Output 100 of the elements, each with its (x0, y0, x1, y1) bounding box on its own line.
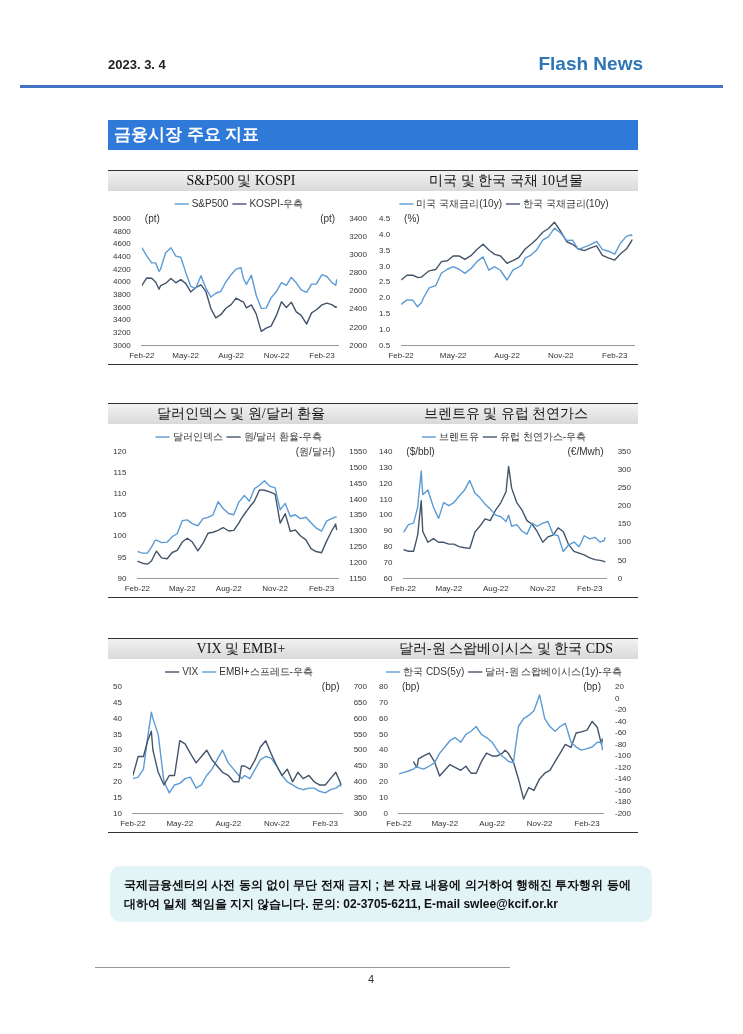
chart-title: 미국 및 한국 국채 10년물 (374, 171, 638, 191)
x-tick-label: Feb-22 (124, 584, 151, 594)
y-tick-label: 5000 (113, 214, 132, 224)
y2-tick-label: 3400 (349, 214, 368, 224)
x-tick-label: Nov-22 (547, 351, 575, 361)
x-tick-label: Feb-22 (388, 351, 415, 361)
x-tick-label: May-22 (439, 351, 468, 361)
y-tick-label: 0 (383, 808, 389, 818)
y2-tick-label: 150 (617, 519, 632, 529)
y2-tick-label: 1450 (349, 478, 368, 488)
y2-tick-label: -20 (614, 705, 628, 715)
y2-tick-label: 3200 (349, 232, 368, 242)
y-tick-label: 100 (112, 531, 127, 541)
y2-tick-label: 1500 (349, 463, 368, 472)
y-tick-label: 2.5 (379, 277, 391, 287)
y-tick-label: 110 (113, 489, 127, 499)
y-tick-label: 30 (378, 761, 389, 771)
y2-tick-label: -200 (614, 808, 632, 818)
y-tick-label: 3.0 (379, 261, 391, 271)
y2-tick-label: -180 (614, 797, 632, 807)
y-tick-label: 35 (112, 729, 123, 739)
x-tick-label: Nov-22 (262, 584, 289, 594)
y-tick-label: 2.0 (379, 293, 391, 303)
y-tick-label: 15 (112, 792, 123, 802)
y2-tick-label: -140 (614, 774, 632, 784)
x-tick-label: Nov-22 (263, 819, 291, 829)
chart-title: S&P500 및 KOSPI (108, 171, 374, 191)
x-tick-label: May-22 (172, 351, 200, 361)
y-tick-label: 10 (378, 792, 389, 802)
y-tick-label: 30 (112, 745, 123, 755)
y2-tick-label: 1550 (349, 447, 368, 457)
y-tick-label: 4000 (113, 277, 132, 287)
y-tick-label: 3600 (113, 302, 132, 312)
y-tick-label: 105 (112, 510, 127, 520)
y2-tick-label: 2800 (349, 268, 368, 278)
x-tick-label: Feb-23 (312, 819, 339, 829)
x-tick-label: Feb-23 (308, 584, 335, 594)
y2-axis-title: (bp) (583, 680, 601, 692)
y2-tick-label: 300 (617, 465, 632, 475)
legend-label: 달러인덱스 (172, 430, 223, 442)
y-tick-label: 3.5 (379, 245, 391, 255)
x-tick-label: Feb-22 (390, 584, 417, 594)
y-tick-label: 1.5 (379, 309, 391, 318)
y2-tick-label: 3000 (349, 250, 368, 260)
y2-tick-label: 50 (617, 555, 628, 565)
y2-tick-label: 0 (614, 693, 620, 703)
y-tick-label: 4600 (113, 239, 132, 249)
x-tick-label: May-22 (166, 819, 194, 829)
x-tick-label: Feb-23 (574, 819, 601, 829)
y2-tick-label: 350 (617, 447, 632, 457)
y2-tick-label: 2200 (349, 322, 368, 332)
y-tick-label: 100 (378, 510, 393, 520)
y-tick-label: 4200 (113, 264, 132, 274)
y-tick-label: 115 (113, 468, 127, 478)
y2-tick-label: 350 (353, 792, 368, 802)
chart-title: 달러-원 스왑베이시스 및 한국 CDS (374, 639, 638, 659)
y2-tick-label: 1150 (349, 573, 367, 583)
legend-label: EMBI+스프레드-우측 (219, 665, 313, 677)
x-tick-label: Nov-22 (263, 351, 290, 361)
y2-tick-label: 1200 (349, 557, 368, 567)
x-tick-label: Feb-22 (120, 819, 147, 829)
text: 국제금융센터의 사전 동의 없이 무단 전재 금지 ; 본 자료 내용에 의거하여 행해진 투자행위 등에 대하여 일체 책임을 지지 않습니다. 문의: 02-3705-6211, E-mail swlee@kcif.or.kr (110, 866, 652, 922)
y-tick-label: 4.5 (379, 214, 391, 224)
y-tick-label: 4800 (113, 226, 132, 236)
y2-tick-label: -100 (614, 751, 632, 761)
x-tick-label: Nov-22 (529, 584, 557, 594)
x-tick-label: Aug-22 (218, 351, 245, 361)
y-tick-label: 4400 (113, 252, 132, 262)
y2-tick-label: -80 (614, 739, 628, 749)
y-tick-label: 25 (112, 761, 123, 771)
y-tick-label: 140 (378, 447, 393, 457)
y-tick-label: 4.0 (379, 230, 391, 239)
legend-label: 유럽 천연가스-우측 (499, 430, 587, 442)
y-axis-title: (pt) (144, 212, 160, 224)
y-tick-label: 95 (117, 552, 127, 562)
legend-label: 한국 국채금리(10y) (523, 197, 609, 209)
legend-label: VIX (182, 665, 199, 677)
y2-tick-label: 0 (617, 573, 623, 583)
y-tick-label: 50 (378, 729, 389, 739)
y-tick-label: 0.5 (379, 340, 391, 350)
x-tick-label: Feb-22 (129, 351, 156, 361)
y-axis-title: (bp) (401, 680, 420, 692)
y2-tick-label: 550 (353, 729, 368, 739)
y-tick-label: 70 (378, 698, 389, 707)
y2-tick-label: 2600 (349, 286, 368, 296)
y-tick-label: 10 (112, 808, 123, 818)
x-tick-label: May-22 (168, 584, 197, 594)
legend-label: 달러-원 스왑베이시스(1y)-우측 (485, 665, 622, 677)
y2-tick-label: 650 (353, 698, 368, 707)
y2-tick-label: 300 (353, 808, 368, 818)
y2-tick-label: -160 (614, 785, 632, 795)
y-tick-label: 40 (112, 713, 123, 723)
y-tick-label: 70 (383, 557, 393, 567)
x-tick-label: May-22 (431, 819, 459, 829)
y2-tick-label: 250 (617, 483, 632, 493)
y-tick-label: 120 (378, 478, 393, 488)
y2-tick-label: -40 (614, 716, 628, 726)
y2-tick-label: 400 (353, 777, 368, 786)
y-tick-label: 90 (117, 573, 127, 583)
y-tick-label: 60 (378, 713, 389, 723)
